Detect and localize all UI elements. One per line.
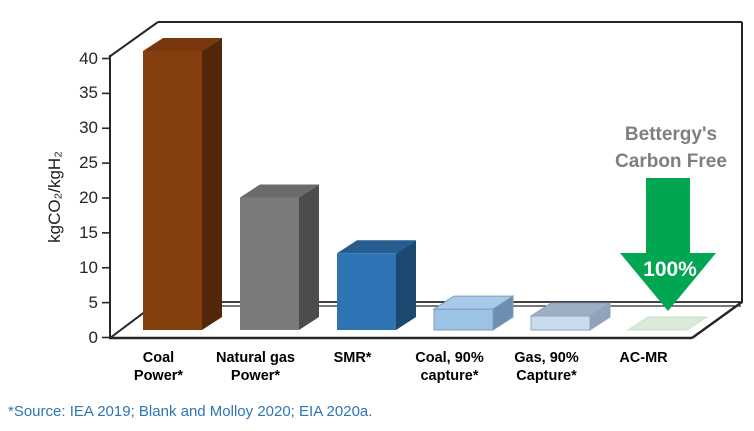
y-tick-label-30: 30: [79, 118, 98, 138]
bar-smr: [337, 240, 416, 330]
y-tick-label-20: 20: [79, 188, 98, 207]
bars-layer: [143, 38, 709, 331]
y-tick-label-10: 10: [79, 257, 98, 277]
bar-coal-power: [143, 38, 222, 330]
annotation-line-1: Bettergy's: [624, 124, 718, 145]
down-arrow-icon: [620, 178, 716, 311]
y-tick-label-40: 40: [79, 48, 98, 68]
wall-topleft-diagonal: [108, 21, 159, 58]
y-tick-label-25: 25: [79, 153, 98, 173]
bar-gas-90-capture: [529, 302, 612, 331]
y-tick-label-0: 0: [88, 327, 98, 347]
category-label-natural-gas-power: Natural gas Power*: [216, 350, 295, 384]
carbon-free-annotation: Bettergy's Carbon Free: [551, 121, 754, 175]
category-label-smr: SMR*: [333, 350, 372, 366]
category-label-gas-90-capture: Gas, 90% Capture*: [514, 350, 579, 384]
bar-ac-mr: [626, 316, 709, 331]
carbon-free-arrow: 100%: [620, 178, 716, 311]
bar-natural-gas-power: [240, 184, 319, 330]
annotation-line-2: Carbon Free: [615, 151, 727, 172]
bar-coal-90-capture: [432, 295, 515, 331]
y-tick-label-15: 15: [79, 222, 98, 242]
category-label-ac-mr: AC-MR: [619, 350, 668, 366]
y-tick-label-35: 35: [79, 83, 98, 103]
arrow-percent-label: 100%: [643, 258, 697, 281]
floor-right-diagonal: [691, 300, 743, 340]
category-label-coal-power: Coal Power*: [133, 350, 184, 384]
y-tick-label-5: 5: [88, 292, 98, 312]
y-axis-tickmarks: [102, 57, 110, 339]
source-footnote: *Source: IEA 2019; Blank and Molloy 2020…: [8, 403, 373, 420]
category-label-coal-90-capture: Coal, 90% capture*: [415, 350, 484, 384]
